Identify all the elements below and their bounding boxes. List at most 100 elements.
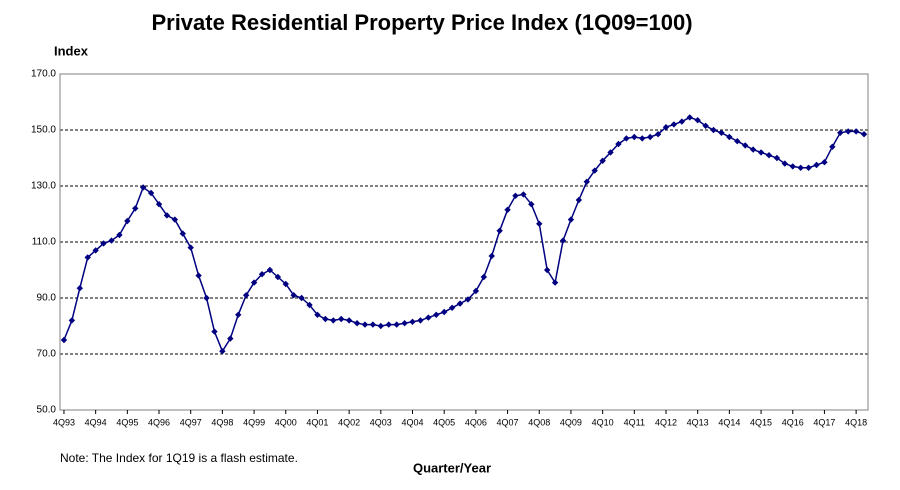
data-point (797, 164, 804, 171)
data-point (448, 304, 456, 311)
data-point (179, 230, 186, 237)
data-point (813, 161, 820, 169)
x-tick-label: 4Q12 (655, 417, 677, 427)
data-point (837, 129, 844, 136)
y-tick-label: 150.0 (31, 125, 56, 136)
x-tick-label: 4Q98 (211, 417, 233, 427)
data-point (290, 292, 297, 299)
data-point (536, 220, 543, 227)
x-tick-label: 4Q09 (560, 417, 582, 427)
data-point (195, 272, 202, 279)
data-point (496, 227, 503, 234)
data-point (591, 167, 598, 174)
data-point (92, 247, 99, 254)
data-point (789, 163, 796, 170)
data-point (393, 321, 400, 328)
x-tick-label: 4Q99 (243, 417, 265, 427)
data-point (425, 314, 432, 321)
data-point (488, 252, 495, 260)
data-point (377, 322, 385, 330)
data-point (749, 146, 757, 153)
y-tick-label: 110.0 (32, 237, 57, 248)
data-point (662, 124, 670, 131)
data-point (242, 292, 250, 299)
data-point (124, 217, 131, 225)
data-point (829, 143, 836, 150)
y-tick-label: 50.0 (37, 405, 57, 416)
x-tick-label: 4Q13 (687, 417, 709, 427)
data-point (139, 184, 147, 191)
x-tick-label: 4Q94 (85, 417, 107, 427)
x-tick-label: 4Q03 (370, 417, 392, 427)
data-point (227, 335, 234, 342)
data-point (528, 201, 535, 208)
data-point (60, 336, 68, 344)
data-point (211, 328, 218, 335)
x-tick-label: 4Q14 (718, 417, 740, 427)
data-point (844, 128, 852, 135)
data-point (76, 285, 84, 292)
x-tick-label: 4Q96 (148, 417, 170, 427)
data-point (575, 196, 583, 204)
data-point (472, 287, 480, 295)
data-point (417, 317, 424, 324)
x-tick-label: 4Q00 (275, 417, 297, 427)
x-tick-label: 4Q08 (528, 417, 550, 427)
data-point (100, 240, 107, 247)
data-point (504, 206, 511, 213)
x-tick-label: 4Q07 (497, 417, 519, 427)
data-point (219, 348, 226, 355)
x-tick-label: 4Q97 (180, 417, 202, 427)
data-point (781, 160, 789, 167)
data-point (322, 315, 329, 323)
data-point (805, 164, 812, 171)
data-point (187, 244, 194, 251)
data-point (464, 296, 472, 303)
data-point (773, 154, 781, 162)
y-tick-label: 90.0 (37, 293, 57, 304)
data-point (147, 189, 155, 197)
x-tick-label: 4Q16 (782, 417, 804, 427)
x-tick-label: 4Q04 (401, 417, 423, 427)
x-tick-label: 4Q05 (433, 417, 455, 427)
data-point (551, 279, 559, 286)
data-point (433, 311, 440, 318)
data-point (171, 216, 179, 223)
data-point (654, 131, 662, 138)
data-point (282, 280, 289, 288)
data-point (258, 271, 266, 278)
x-tick-label: 4Q95 (116, 417, 138, 427)
data-point (860, 131, 868, 138)
data-point (607, 149, 614, 156)
data-point (678, 118, 686, 125)
x-tick-label: 4Q93 (53, 417, 75, 427)
data-point (615, 140, 622, 148)
data-point (266, 266, 274, 274)
data-point (639, 135, 646, 142)
data-point (338, 315, 345, 323)
data-point (369, 321, 377, 328)
data-point (440, 308, 448, 316)
data-point (409, 318, 416, 325)
data-point (108, 237, 115, 244)
data-point (456, 300, 464, 307)
x-tick-label: 4Q18 (845, 417, 867, 427)
data-point (765, 152, 773, 159)
data-point (132, 205, 139, 212)
data-point (520, 191, 527, 198)
data-point (330, 317, 337, 324)
data-point (345, 317, 353, 324)
data-point (710, 126, 717, 134)
y-tick-label: 70.0 (37, 349, 57, 360)
data-point (742, 142, 749, 149)
data-point (314, 311, 321, 318)
data-point (734, 138, 741, 145)
note: Note: The Index for 1Q19 is a flash esti… (60, 451, 298, 465)
data-point (670, 121, 678, 128)
data-point (543, 266, 551, 274)
data-point (385, 321, 392, 328)
data-point (821, 159, 828, 166)
chart-title: Private Residential Property Price Index… (151, 10, 692, 35)
data-point (274, 273, 282, 281)
